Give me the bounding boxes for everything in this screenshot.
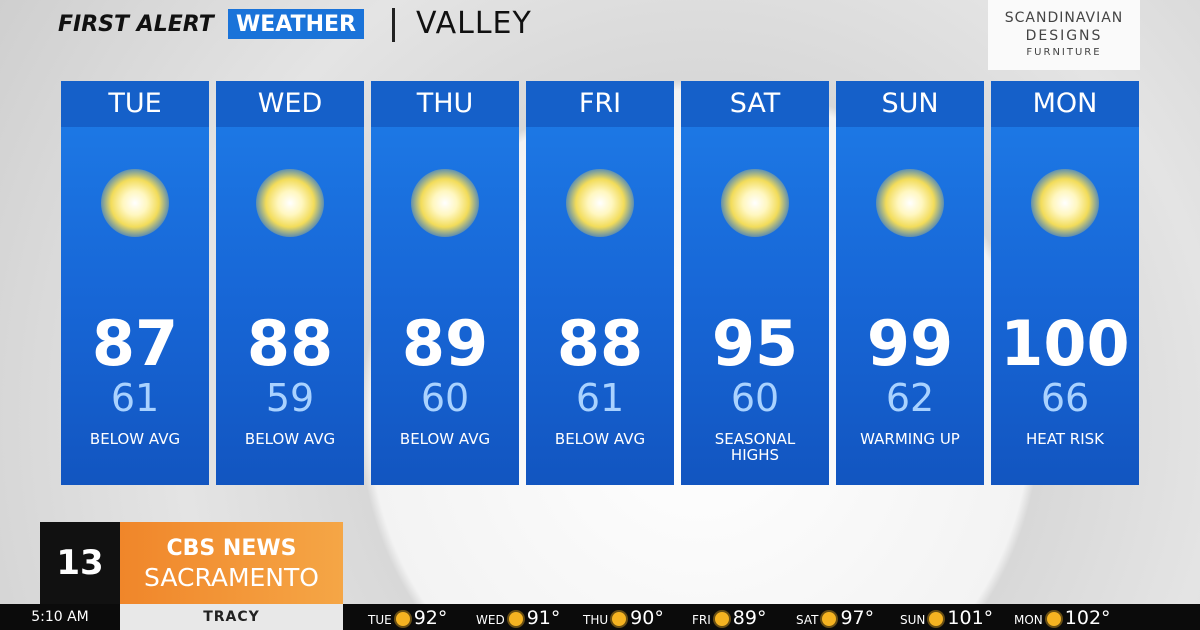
sun-icon	[101, 169, 169, 237]
day-name: WED	[216, 81, 364, 127]
sun-icon	[929, 612, 944, 626]
high-temp: 88	[246, 307, 334, 380]
sun-icon	[876, 169, 944, 237]
day-name: FRI	[526, 81, 674, 127]
day-note: SEASONAL HIGHS	[714, 430, 796, 464]
high-temp: 89	[401, 307, 489, 380]
day-panel: SAT 95 60 SEASONAL HIGHS	[681, 81, 829, 485]
ticker-temp: 97°	[840, 607, 875, 629]
ticker-time: 5:10 AM	[31, 609, 89, 625]
high-temp: 100	[1000, 307, 1130, 380]
sun-icon	[256, 169, 324, 237]
ticker-temp: 92°	[413, 607, 448, 629]
sun-icon	[1046, 612, 1061, 626]
ticker-temp: 102°	[1064, 607, 1111, 629]
city: SACRAMENTO	[144, 563, 319, 592]
sun-icon	[822, 612, 837, 626]
ticker-day: FRI	[692, 613, 711, 627]
day-note: WARMING UP	[860, 430, 960, 448]
ticker-day: TUE	[368, 613, 392, 627]
ticker-item: MON 102°	[1014, 606, 1111, 630]
sun-icon	[612, 612, 627, 626]
sponsor-line: SCANDINAVIAN	[1004, 10, 1124, 26]
day-note: BELOW AVG	[244, 430, 336, 448]
day-note: HEAT RISK	[1026, 430, 1104, 448]
ticker-temp: 90°	[630, 607, 664, 629]
ticker-item: SAT 97°	[796, 606, 874, 630]
sun-icon	[1031, 169, 1099, 237]
ticker-day: MON	[1014, 613, 1043, 627]
sun-icon	[721, 169, 789, 237]
low-temp: 66	[1040, 376, 1090, 420]
ticker-item: TUE 92°	[368, 606, 447, 630]
ticker-day: WED	[476, 613, 505, 627]
sponsor-line: FURNITURE	[1026, 47, 1102, 58]
ticker-day: SAT	[796, 613, 819, 627]
day-name: THU	[371, 81, 519, 127]
network: CBS NEWS	[166, 536, 297, 561]
low-temp: 61	[575, 376, 625, 420]
day-name: MON	[991, 81, 1139, 127]
sun-icon	[411, 169, 479, 237]
sun-icon	[566, 169, 634, 237]
ticker-day: THU	[583, 613, 609, 627]
high-temp: 99	[866, 307, 954, 380]
ticker-temp: 101°	[947, 607, 994, 629]
sun-icon	[395, 612, 410, 626]
day-note: BELOW AVG	[89, 430, 181, 448]
ticker-item: WED 91°	[476, 606, 560, 630]
day-name: SAT	[681, 81, 829, 127]
brand-first: FIRST ALERT	[58, 12, 214, 37]
sponsor: SCANDINAVIAN DESIGNS FURNITURE	[988, 0, 1140, 70]
day-name: TUE	[61, 81, 209, 127]
day-panel: MON 100 66 HEAT RISK	[991, 81, 1139, 485]
ticker-item: FRI 89°	[692, 606, 766, 630]
channel-logo: 13	[40, 522, 120, 604]
ticker-day: SUN	[900, 613, 926, 627]
region: VALLEY	[416, 6, 532, 41]
high-temp: 87	[91, 307, 179, 380]
brand-second: WEATHER	[228, 9, 365, 39]
day-note: BELOW AVG	[399, 430, 491, 448]
low-temp: 60	[730, 376, 780, 420]
day-panel: SUN 99 62 WARMING UP	[836, 81, 984, 485]
sun-icon	[508, 612, 523, 626]
day-panel: THU 89 60 BELOW AVG	[371, 81, 519, 485]
day-note: BELOW AVG	[554, 430, 646, 448]
low-temp: 60	[420, 376, 470, 420]
ticker-temp: 89°	[732, 607, 767, 629]
day-name: SUN	[836, 81, 984, 127]
day-panel: TUE 87 61 BELOW AVG	[61, 81, 209, 485]
high-temp: 95	[711, 307, 799, 380]
divider	[392, 8, 395, 42]
day-panel: WED 88 59 BELOW AVG	[216, 81, 364, 485]
low-temp: 62	[885, 376, 935, 420]
sponsor-line: DESIGNS	[1025, 28, 1103, 44]
high-temp: 88	[556, 307, 644, 380]
sun-icon	[714, 612, 729, 626]
network-logo: CBS NEWS SACRAMENTO	[120, 522, 343, 604]
ticker-temp: 91°	[526, 607, 561, 629]
ticker-location: TRACY	[120, 604, 343, 630]
low-temp: 61	[110, 376, 160, 420]
ticker-item: THU 90°	[583, 606, 664, 630]
ticker-item: SUN 101°	[900, 606, 993, 630]
day-panel: FRI 88 61 BELOW AVG	[526, 81, 674, 485]
low-temp: 59	[265, 376, 315, 420]
